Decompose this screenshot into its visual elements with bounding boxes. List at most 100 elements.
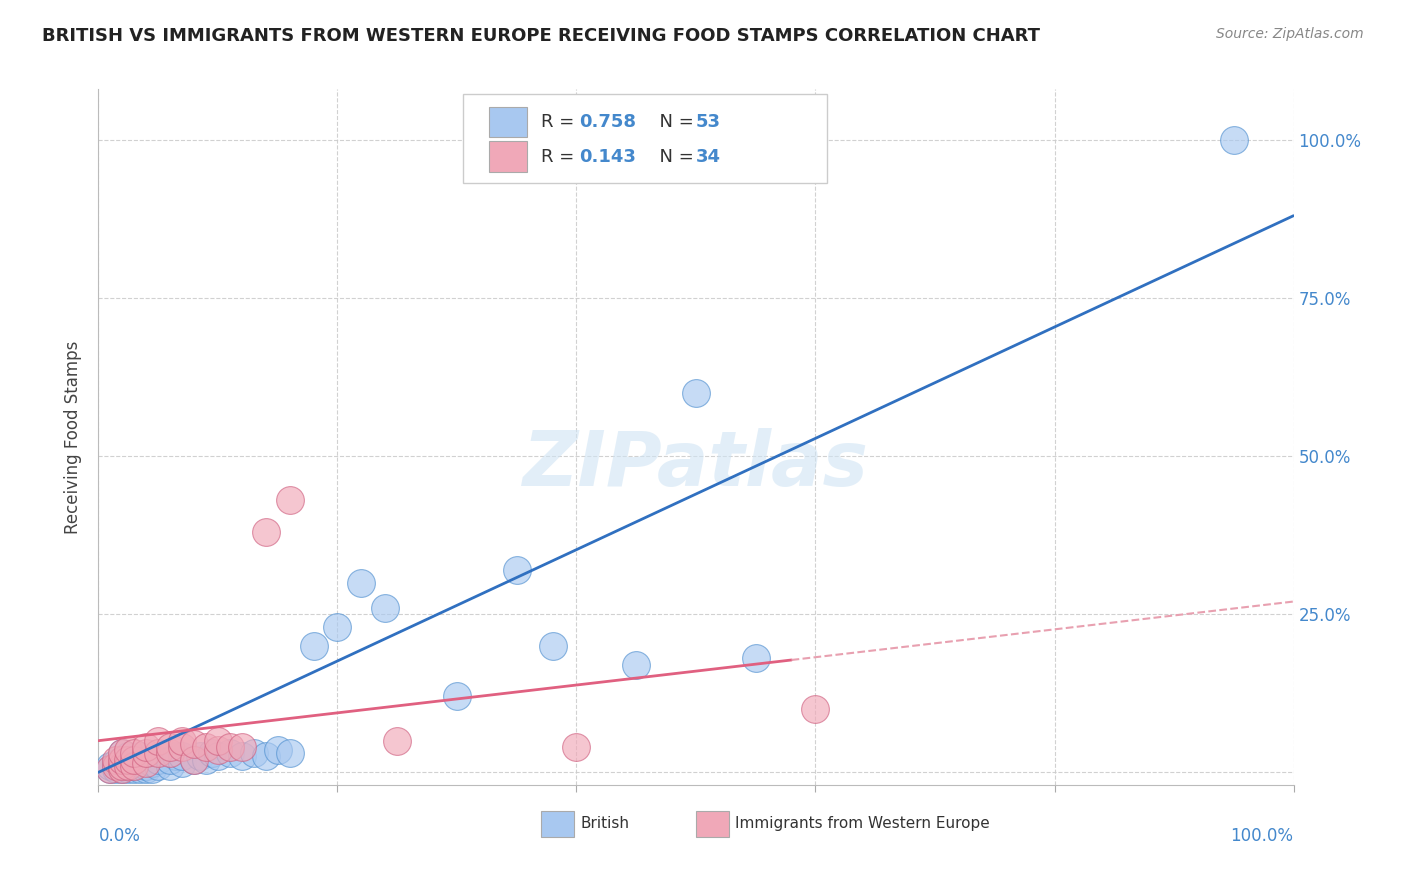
Point xyxy=(172,733,194,747)
Text: Immigrants from Western Europe: Immigrants from Western Europe xyxy=(735,816,990,831)
Point xyxy=(195,739,218,754)
Point xyxy=(124,753,146,767)
Point xyxy=(219,739,242,754)
Point xyxy=(135,739,157,754)
Point xyxy=(326,620,349,634)
Point xyxy=(141,762,163,776)
Text: 53: 53 xyxy=(696,113,721,131)
FancyBboxPatch shape xyxy=(489,107,527,137)
Point xyxy=(207,743,229,757)
Text: ZIPatlas: ZIPatlas xyxy=(523,428,869,502)
Point xyxy=(129,762,152,776)
Point xyxy=(148,753,170,767)
Point xyxy=(243,747,266,761)
Text: 0.0%: 0.0% xyxy=(98,827,141,845)
FancyBboxPatch shape xyxy=(463,94,827,183)
Point xyxy=(172,749,194,764)
Point xyxy=(117,749,139,764)
Point xyxy=(105,759,128,773)
Point xyxy=(183,737,205,751)
FancyBboxPatch shape xyxy=(696,811,730,837)
Point xyxy=(1223,133,1246,147)
Point xyxy=(541,639,564,653)
Point xyxy=(183,753,205,767)
Point xyxy=(159,739,181,754)
Point xyxy=(135,747,157,761)
Point xyxy=(148,759,170,773)
Point xyxy=(117,756,139,770)
Point xyxy=(111,759,134,773)
Point xyxy=(278,747,301,761)
Point xyxy=(159,759,181,773)
Point xyxy=(111,753,134,767)
Text: 100.0%: 100.0% xyxy=(1230,827,1294,845)
Point xyxy=(124,759,146,773)
Point xyxy=(159,753,181,767)
Point xyxy=(148,733,170,747)
Point xyxy=(98,759,122,773)
Point xyxy=(207,749,229,764)
Point xyxy=(111,747,134,761)
Point xyxy=(117,759,139,773)
Point xyxy=(231,739,253,754)
Point xyxy=(350,575,373,590)
Point xyxy=(135,756,157,770)
Point xyxy=(254,749,277,764)
Point xyxy=(135,759,157,773)
Point xyxy=(745,651,768,665)
Text: Source: ZipAtlas.com: Source: ZipAtlas.com xyxy=(1216,27,1364,41)
Text: N =: N = xyxy=(648,148,700,166)
Point xyxy=(148,747,170,761)
Point xyxy=(385,733,409,747)
Point xyxy=(446,690,468,704)
Text: 0.143: 0.143 xyxy=(579,148,636,166)
Point xyxy=(231,749,253,764)
Point xyxy=(98,762,122,776)
Point xyxy=(506,563,529,577)
Text: 34: 34 xyxy=(696,148,721,166)
Point xyxy=(135,753,157,767)
Point xyxy=(201,747,224,761)
Point xyxy=(124,756,146,770)
Point xyxy=(111,759,134,773)
Point xyxy=(685,385,707,400)
Point xyxy=(159,747,181,761)
Point xyxy=(172,739,194,754)
Point xyxy=(124,747,146,761)
Point xyxy=(117,753,139,767)
Text: BRITISH VS IMMIGRANTS FROM WESTERN EUROPE RECEIVING FOOD STAMPS CORRELATION CHAR: BRITISH VS IMMIGRANTS FROM WESTERN EUROP… xyxy=(42,27,1040,45)
Point xyxy=(105,756,128,770)
Point xyxy=(117,743,139,757)
Point xyxy=(183,753,205,767)
Point xyxy=(165,749,187,764)
Point xyxy=(111,762,134,776)
Point xyxy=(105,753,128,767)
Point xyxy=(124,753,146,767)
Point xyxy=(302,639,325,653)
Point xyxy=(135,762,157,776)
Text: N =: N = xyxy=(648,113,700,131)
Point xyxy=(195,753,218,767)
Point xyxy=(565,739,588,754)
Text: R =: R = xyxy=(541,148,579,166)
Point xyxy=(804,702,827,716)
FancyBboxPatch shape xyxy=(541,811,574,837)
Point xyxy=(124,762,146,776)
Point xyxy=(172,756,194,770)
FancyBboxPatch shape xyxy=(489,141,527,172)
Point xyxy=(141,756,163,770)
Point xyxy=(105,762,128,776)
Point xyxy=(219,747,242,761)
Point xyxy=(254,524,277,539)
Point xyxy=(98,762,122,776)
Point xyxy=(278,493,301,508)
Y-axis label: Receiving Food Stamps: Receiving Food Stamps xyxy=(65,341,83,533)
Point xyxy=(129,756,152,770)
Point xyxy=(111,747,134,761)
Point xyxy=(267,743,290,757)
Point xyxy=(626,657,648,672)
Point xyxy=(124,759,146,773)
Point xyxy=(117,762,139,776)
Text: British: British xyxy=(581,816,628,831)
Point xyxy=(117,759,139,773)
